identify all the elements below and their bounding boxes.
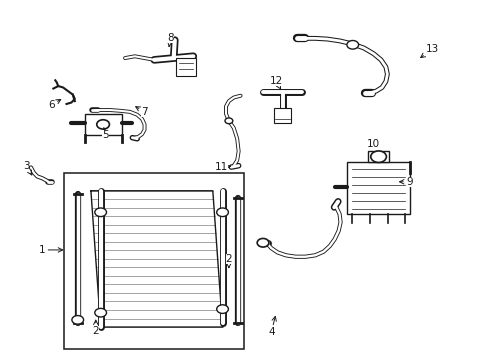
Text: 9: 9 (399, 177, 412, 187)
Text: 8: 8 (167, 33, 173, 46)
Circle shape (95, 309, 106, 317)
Bar (176, 58, 195, 76)
Circle shape (95, 208, 106, 217)
Circle shape (346, 41, 358, 49)
Text: 12: 12 (269, 76, 282, 89)
Text: 3: 3 (22, 161, 32, 175)
Text: 7: 7 (135, 107, 147, 117)
Circle shape (257, 238, 268, 247)
Text: 4: 4 (267, 316, 276, 337)
Circle shape (97, 120, 109, 129)
Bar (367, 151, 388, 162)
Circle shape (72, 316, 83, 324)
Bar (64, 173, 244, 348)
Text: 2: 2 (225, 254, 232, 267)
Circle shape (224, 118, 232, 124)
Text: 2: 2 (92, 320, 99, 336)
Text: 13: 13 (420, 44, 438, 58)
Bar (346, 162, 409, 214)
Bar (273, 108, 291, 123)
Text: 6: 6 (48, 99, 61, 110)
Circle shape (370, 151, 386, 162)
Text: 5: 5 (102, 127, 109, 140)
Text: 1: 1 (39, 245, 62, 255)
Bar (84, 114, 122, 135)
Circle shape (216, 208, 228, 217)
Text: 11: 11 (214, 162, 230, 172)
Circle shape (216, 305, 228, 314)
Text: 10: 10 (366, 139, 380, 149)
